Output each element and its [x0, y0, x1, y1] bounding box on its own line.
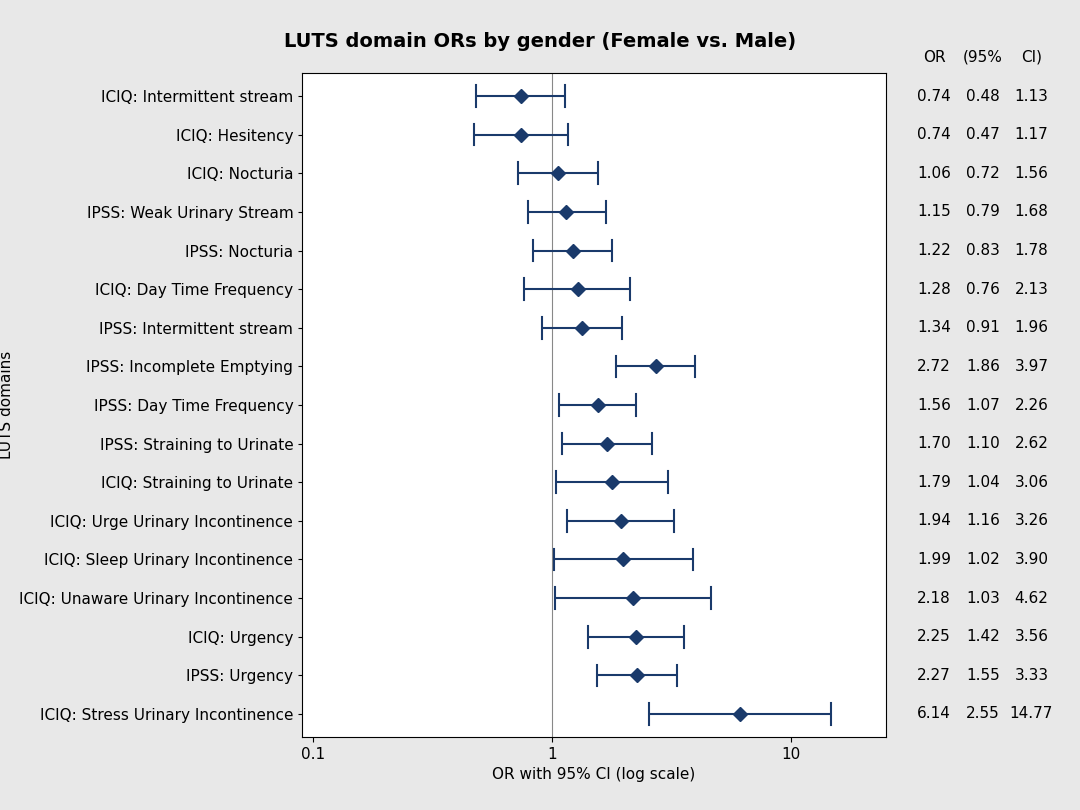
- Text: 4.62: 4.62: [1014, 590, 1049, 606]
- Text: 1.68: 1.68: [1014, 204, 1049, 220]
- Text: 1.56: 1.56: [917, 398, 951, 412]
- Text: 0.47: 0.47: [966, 127, 1000, 143]
- Text: 0.74: 0.74: [917, 88, 951, 104]
- Text: 1.96: 1.96: [1014, 320, 1049, 335]
- Text: 2.18: 2.18: [917, 590, 951, 606]
- Text: 1.02: 1.02: [966, 552, 1000, 567]
- Text: 0.83: 0.83: [966, 243, 1000, 258]
- Text: 3.33: 3.33: [1014, 667, 1049, 683]
- Text: CI): CI): [1021, 49, 1042, 65]
- Text: 2.25: 2.25: [917, 629, 951, 644]
- Text: 1.56: 1.56: [1014, 166, 1049, 181]
- Text: 1.03: 1.03: [966, 590, 1000, 606]
- Text: 1.17: 1.17: [1014, 127, 1049, 143]
- Text: 1.04: 1.04: [966, 475, 1000, 490]
- Text: (95%: (95%: [963, 49, 1002, 65]
- Text: 1.86: 1.86: [966, 359, 1000, 374]
- Text: 0.76: 0.76: [966, 282, 1000, 296]
- Text: 1.22: 1.22: [917, 243, 951, 258]
- Text: 1.42: 1.42: [966, 629, 1000, 644]
- Text: 1.16: 1.16: [966, 514, 1000, 528]
- Text: 2.62: 2.62: [1014, 436, 1049, 451]
- Y-axis label: LUTS domains: LUTS domains: [0, 351, 14, 459]
- Text: 0.48: 0.48: [966, 88, 1000, 104]
- Text: 1.55: 1.55: [966, 667, 1000, 683]
- Text: 3.97: 3.97: [1014, 359, 1049, 374]
- Text: 0.79: 0.79: [966, 204, 1000, 220]
- Text: LUTS domain ORs by gender (Female vs. Male): LUTS domain ORs by gender (Female vs. Ma…: [284, 32, 796, 51]
- Text: 3.90: 3.90: [1014, 552, 1049, 567]
- Text: 1.28: 1.28: [917, 282, 951, 296]
- Text: 0.91: 0.91: [966, 320, 1000, 335]
- Text: 1.34: 1.34: [917, 320, 951, 335]
- Text: 3.06: 3.06: [1014, 475, 1049, 490]
- Text: 1.15: 1.15: [917, 204, 951, 220]
- Text: 3.56: 3.56: [1014, 629, 1049, 644]
- Text: 2.27: 2.27: [917, 667, 951, 683]
- Text: 6.14: 6.14: [917, 706, 951, 722]
- Text: OR: OR: [923, 49, 945, 65]
- Text: 0.72: 0.72: [966, 166, 1000, 181]
- Text: 2.72: 2.72: [917, 359, 951, 374]
- Text: 1.07: 1.07: [966, 398, 1000, 412]
- Text: 3.26: 3.26: [1014, 514, 1049, 528]
- Text: 1.99: 1.99: [917, 552, 951, 567]
- Text: 2.55: 2.55: [966, 706, 1000, 722]
- Text: 2.13: 2.13: [1014, 282, 1049, 296]
- Text: 1.06: 1.06: [917, 166, 951, 181]
- Text: 2.26: 2.26: [1014, 398, 1049, 412]
- Text: 1.10: 1.10: [966, 436, 1000, 451]
- Text: 1.94: 1.94: [917, 514, 951, 528]
- Text: 1.79: 1.79: [917, 475, 951, 490]
- X-axis label: OR with 95% CI (log scale): OR with 95% CI (log scale): [492, 767, 696, 782]
- Text: 14.77: 14.77: [1010, 706, 1053, 722]
- Text: 0.74: 0.74: [917, 127, 951, 143]
- Text: 1.70: 1.70: [917, 436, 951, 451]
- Text: 1.78: 1.78: [1014, 243, 1049, 258]
- Text: 1.13: 1.13: [1014, 88, 1049, 104]
